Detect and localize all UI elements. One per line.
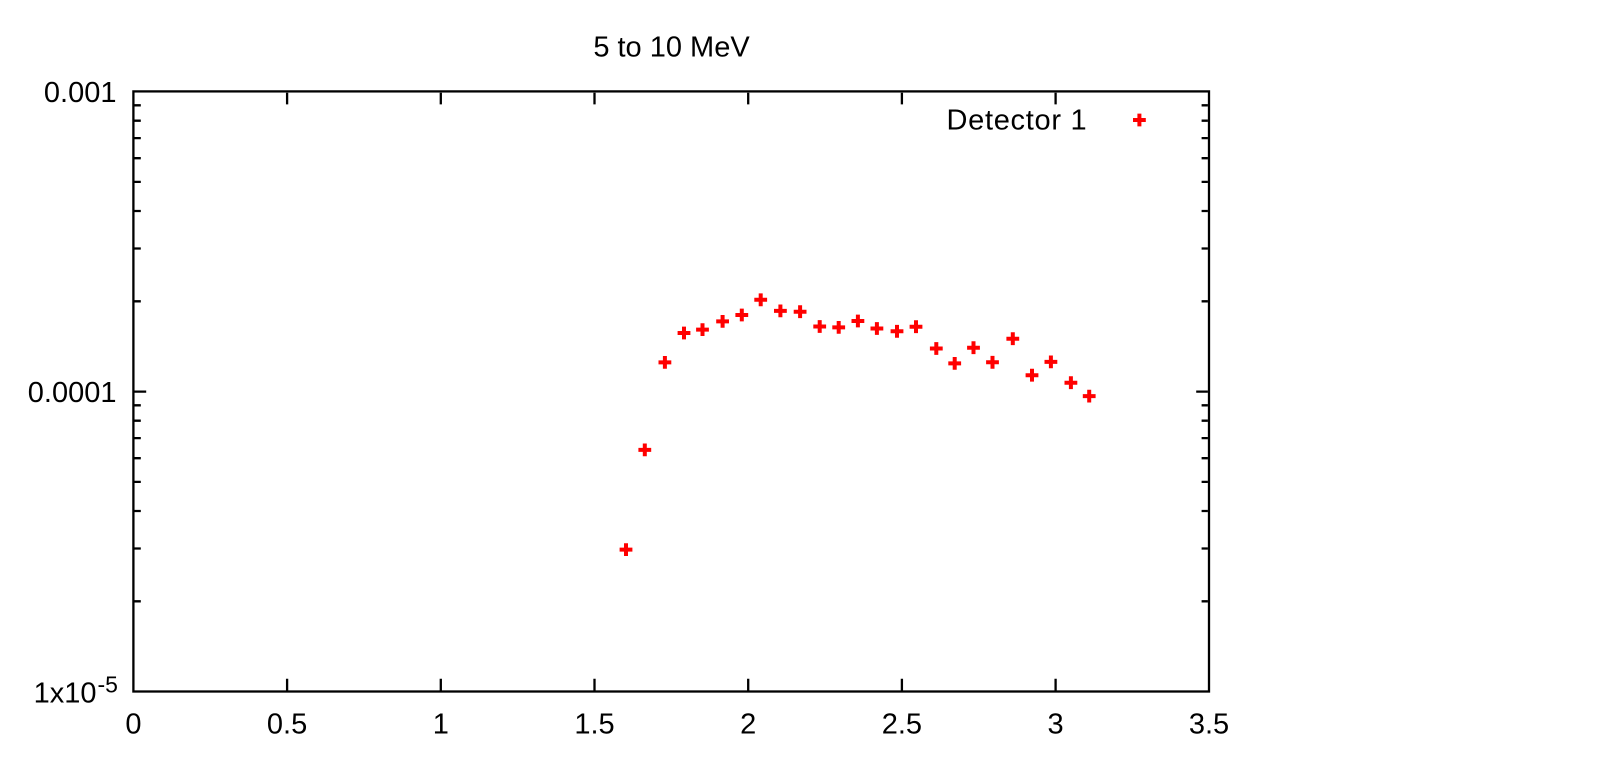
svg-text:3.5: 3.5 [1189,708,1229,740]
svg-text:Detector 1: Detector 1 [947,104,1088,136]
svg-text:0.5: 0.5 [267,708,307,740]
svg-text:1.5: 1.5 [574,708,614,740]
svg-text:-5: -5 [98,672,118,698]
svg-text:1: 1 [433,708,449,740]
svg-text:5 to 10 MeV: 5 to 10 MeV [593,31,750,63]
svg-text:3: 3 [1048,708,1064,740]
svg-text:0.0001: 0.0001 [28,377,117,409]
svg-text:2.5: 2.5 [882,708,922,740]
svg-text:2: 2 [740,708,756,740]
svg-text:0.001: 0.001 [44,77,117,109]
svg-text:0: 0 [125,708,141,740]
svg-text:1x10: 1x10 [34,678,97,710]
